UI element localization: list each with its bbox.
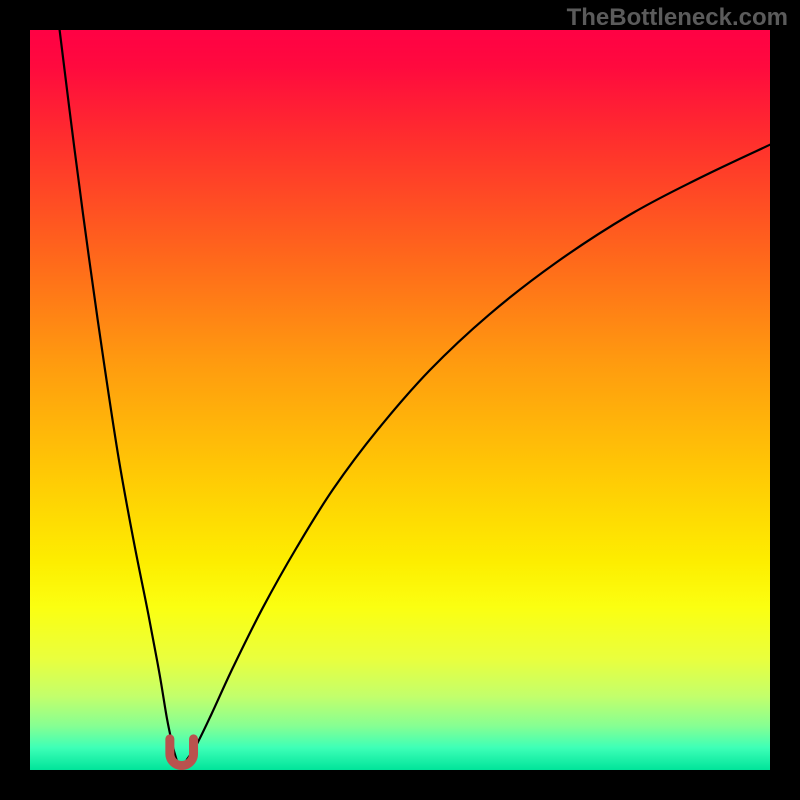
gradient-background — [30, 30, 770, 770]
watermark-text: TheBottleneck.com — [567, 4, 788, 32]
bottleneck-chart — [0, 0, 800, 800]
chart-frame: TheBottleneck.com — [0, 0, 800, 800]
